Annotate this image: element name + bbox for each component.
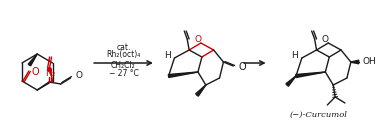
Text: O: O <box>194 34 201 44</box>
Text: CH₂Cl₂: CH₂Cl₂ <box>111 61 136 71</box>
Polygon shape <box>286 76 296 86</box>
Text: Rh₂(oct)₄: Rh₂(oct)₄ <box>106 49 141 58</box>
Text: H: H <box>164 52 171 60</box>
Text: N₂: N₂ <box>45 68 55 77</box>
Text: (−)-Curcumol: (−)-Curcumol <box>290 111 347 119</box>
Text: O: O <box>238 62 246 72</box>
Text: O: O <box>76 71 82 79</box>
Polygon shape <box>351 60 359 64</box>
Polygon shape <box>296 72 325 77</box>
Text: H: H <box>291 52 298 60</box>
Text: O: O <box>32 67 39 77</box>
Polygon shape <box>28 54 37 66</box>
Text: OH: OH <box>363 57 376 67</box>
Text: cat.: cat. <box>116 42 131 52</box>
Polygon shape <box>168 72 198 77</box>
Text: O: O <box>322 34 329 44</box>
Polygon shape <box>196 85 206 96</box>
Text: − 27 °C: − 27 °C <box>108 68 138 77</box>
